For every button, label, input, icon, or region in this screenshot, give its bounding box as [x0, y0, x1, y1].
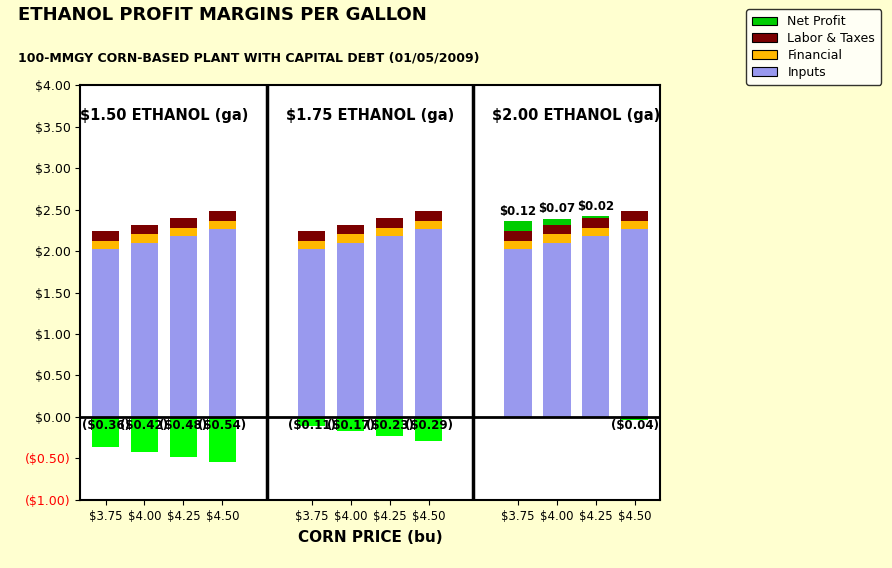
Text: $1.50 ETHANOL (ga): $1.50 ETHANOL (ga) — [79, 108, 248, 123]
Bar — [582, 216, 609, 218]
Bar — [209, 417, 235, 462]
Bar — [543, 224, 571, 235]
Bar — [209, 211, 235, 221]
Bar — [131, 243, 158, 417]
Bar — [582, 236, 609, 417]
X-axis label: CORN PRICE (bu): CORN PRICE (bu) — [298, 529, 442, 545]
Text: ($0.17): ($0.17) — [326, 419, 375, 432]
Text: $0.07: $0.07 — [539, 202, 575, 215]
Bar — [169, 218, 197, 228]
Bar — [298, 249, 326, 417]
Bar — [92, 417, 120, 447]
Bar — [415, 229, 442, 417]
Bar — [505, 241, 532, 249]
Bar — [376, 218, 403, 228]
Bar — [376, 236, 403, 417]
Bar — [169, 417, 197, 457]
Text: $0.02: $0.02 — [577, 200, 615, 213]
Bar — [337, 243, 364, 417]
Bar — [505, 249, 532, 417]
Text: ($0.36): ($0.36) — [81, 419, 129, 432]
Bar — [92, 241, 120, 249]
Text: ETHANOL PROFIT MARGINS PER GALLON: ETHANOL PROFIT MARGINS PER GALLON — [18, 6, 426, 24]
Bar — [131, 417, 158, 452]
Bar — [415, 221, 442, 229]
Bar — [337, 417, 364, 431]
Bar — [621, 229, 648, 417]
Text: ($0.48): ($0.48) — [160, 419, 208, 432]
Bar — [415, 211, 442, 221]
Bar — [505, 231, 532, 241]
Bar — [415, 417, 442, 441]
Text: ($0.42): ($0.42) — [120, 419, 169, 432]
Text: ($0.11): ($0.11) — [288, 419, 335, 432]
Text: ($0.04): ($0.04) — [611, 419, 659, 432]
Bar — [337, 224, 364, 235]
Bar — [92, 231, 120, 241]
Bar — [169, 236, 197, 417]
Bar — [543, 235, 571, 243]
Bar — [621, 211, 648, 221]
Bar — [337, 235, 364, 243]
Bar — [169, 228, 197, 236]
Text: $2.00 ETHANOL (ga): $2.00 ETHANOL (ga) — [492, 108, 661, 123]
Bar — [582, 218, 609, 228]
Text: ($0.29): ($0.29) — [405, 419, 452, 432]
Text: $1.75 ETHANOL (ga): $1.75 ETHANOL (ga) — [286, 108, 454, 123]
Bar — [92, 249, 120, 417]
Bar — [131, 224, 158, 235]
Legend: Net Profit, Labor & Taxes, Financial, Inputs: Net Profit, Labor & Taxes, Financial, In… — [746, 9, 881, 85]
Text: ($0.23): ($0.23) — [366, 419, 414, 432]
Bar — [298, 417, 326, 426]
Bar — [505, 221, 532, 231]
Bar — [621, 221, 648, 229]
Text: $0.12: $0.12 — [500, 205, 537, 218]
Bar — [376, 228, 403, 236]
Bar — [209, 229, 235, 417]
Bar — [209, 221, 235, 229]
Bar — [543, 219, 571, 224]
Bar — [582, 228, 609, 236]
Bar — [298, 231, 326, 241]
Bar — [298, 241, 326, 249]
Bar — [543, 243, 571, 417]
Bar — [376, 417, 403, 436]
Bar — [131, 235, 158, 243]
Bar — [621, 417, 648, 420]
Text: 100-MMGY CORN-BASED PLANT WITH CAPITAL DEBT (01/05/2009): 100-MMGY CORN-BASED PLANT WITH CAPITAL D… — [18, 51, 479, 64]
Text: ($0.54): ($0.54) — [198, 419, 246, 432]
